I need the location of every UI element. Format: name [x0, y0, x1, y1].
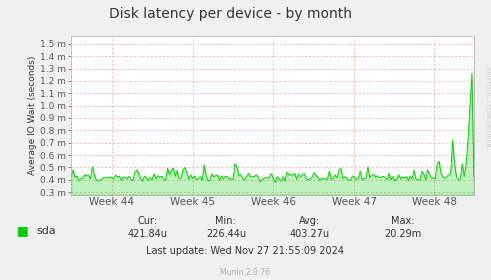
- Text: Avg:: Avg:: [299, 216, 320, 226]
- Text: 403.27u: 403.27u: [289, 229, 329, 239]
- Text: ■: ■: [17, 225, 29, 237]
- Text: Cur:: Cur:: [137, 216, 157, 226]
- Text: Last update: Wed Nov 27 21:55:09 2024: Last update: Wed Nov 27 21:55:09 2024: [146, 246, 345, 256]
- Text: Disk latency per device - by month: Disk latency per device - by month: [109, 7, 352, 21]
- Text: 421.84u: 421.84u: [127, 229, 167, 239]
- Text: Max:: Max:: [391, 216, 414, 226]
- Text: Min:: Min:: [216, 216, 236, 226]
- Text: Munin 2.0.76: Munin 2.0.76: [220, 268, 271, 277]
- Text: ARDTOOL / TOBI OETIKER: ARDTOOL / TOBI OETIKER: [485, 66, 490, 147]
- Y-axis label: Average IO Wait (seconds): Average IO Wait (seconds): [28, 56, 37, 175]
- Text: 20.29m: 20.29m: [384, 229, 421, 239]
- Text: sda: sda: [37, 226, 56, 236]
- Text: 226.44u: 226.44u: [206, 229, 246, 239]
